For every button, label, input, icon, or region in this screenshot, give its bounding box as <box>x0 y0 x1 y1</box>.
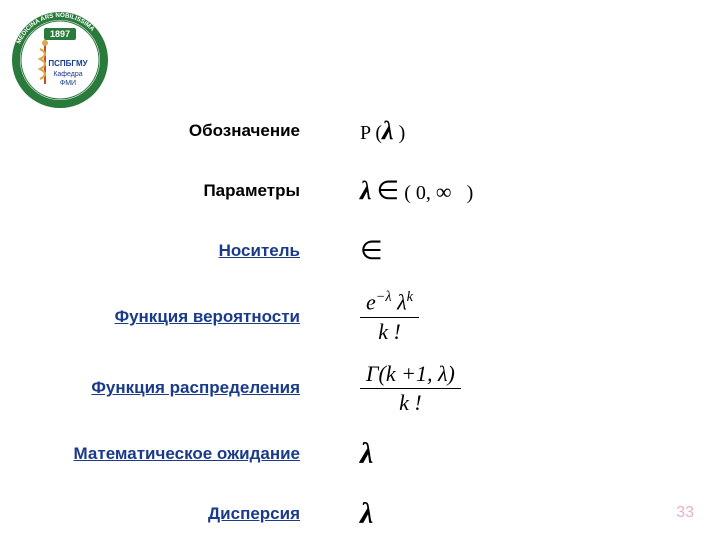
university-logo: MEDICINA ARS NOBILISSIMA 1897 ПСПБГМУ Ка… <box>10 10 110 110</box>
row-cdf: Функция распределения Γ(k +1, λ) k ! <box>70 362 650 415</box>
label-cdf[interactable]: Функция распределения <box>70 378 330 398</box>
label-support[interactable]: Носитель <box>70 241 330 261</box>
row-mean: Математическое ожидание λ <box>70 433 650 475</box>
label-var[interactable]: Дисперсия <box>70 504 330 524</box>
cdf-denominator: k ! <box>360 389 461 415</box>
row-var: Дисперсия λ <box>70 493 650 535</box>
label-mean[interactable]: Математическое ожидание <box>70 444 330 464</box>
value-support: ∈ <box>330 236 650 266</box>
svg-text:Кафедра: Кафедра <box>53 71 82 78</box>
pmf-numerator: e−λ λk <box>360 290 419 318</box>
row-pmf: Функция вероятности e−λ λk k ! <box>70 290 650 344</box>
svg-text:ПСПБГМУ: ПСПБГМУ <box>48 59 88 68</box>
row-params: Параметры λ ∈ ( 0, ∞ ) <box>70 170 650 212</box>
svg-text:1897: 1897 <box>50 29 70 39</box>
page-number: 33 <box>676 504 694 522</box>
value-cdf: Γ(k +1, λ) k ! <box>330 362 650 415</box>
svg-text:ФМИ: ФМИ <box>60 80 76 87</box>
pmf-denominator: k ! <box>360 318 419 344</box>
properties-table: Обозначение P (λ ) Параметры λ ∈ ( 0, ∞ … <box>70 110 650 553</box>
cdf-numerator: Γ(k +1, λ) <box>360 362 461 389</box>
row-notation: Обозначение P (λ ) <box>70 110 650 152</box>
value-var: λ <box>330 497 650 531</box>
value-params: λ ∈ ( 0, ∞ ) <box>330 176 650 206</box>
value-notation: P (λ ) <box>330 116 650 146</box>
label-notation: Обозначение <box>70 121 330 141</box>
label-pmf[interactable]: Функция вероятности <box>70 307 330 327</box>
row-support: Носитель ∈ <box>70 230 650 272</box>
value-mean: λ <box>330 437 650 471</box>
label-params: Параметры <box>70 181 330 201</box>
value-pmf: e−λ λk k ! <box>330 290 650 344</box>
